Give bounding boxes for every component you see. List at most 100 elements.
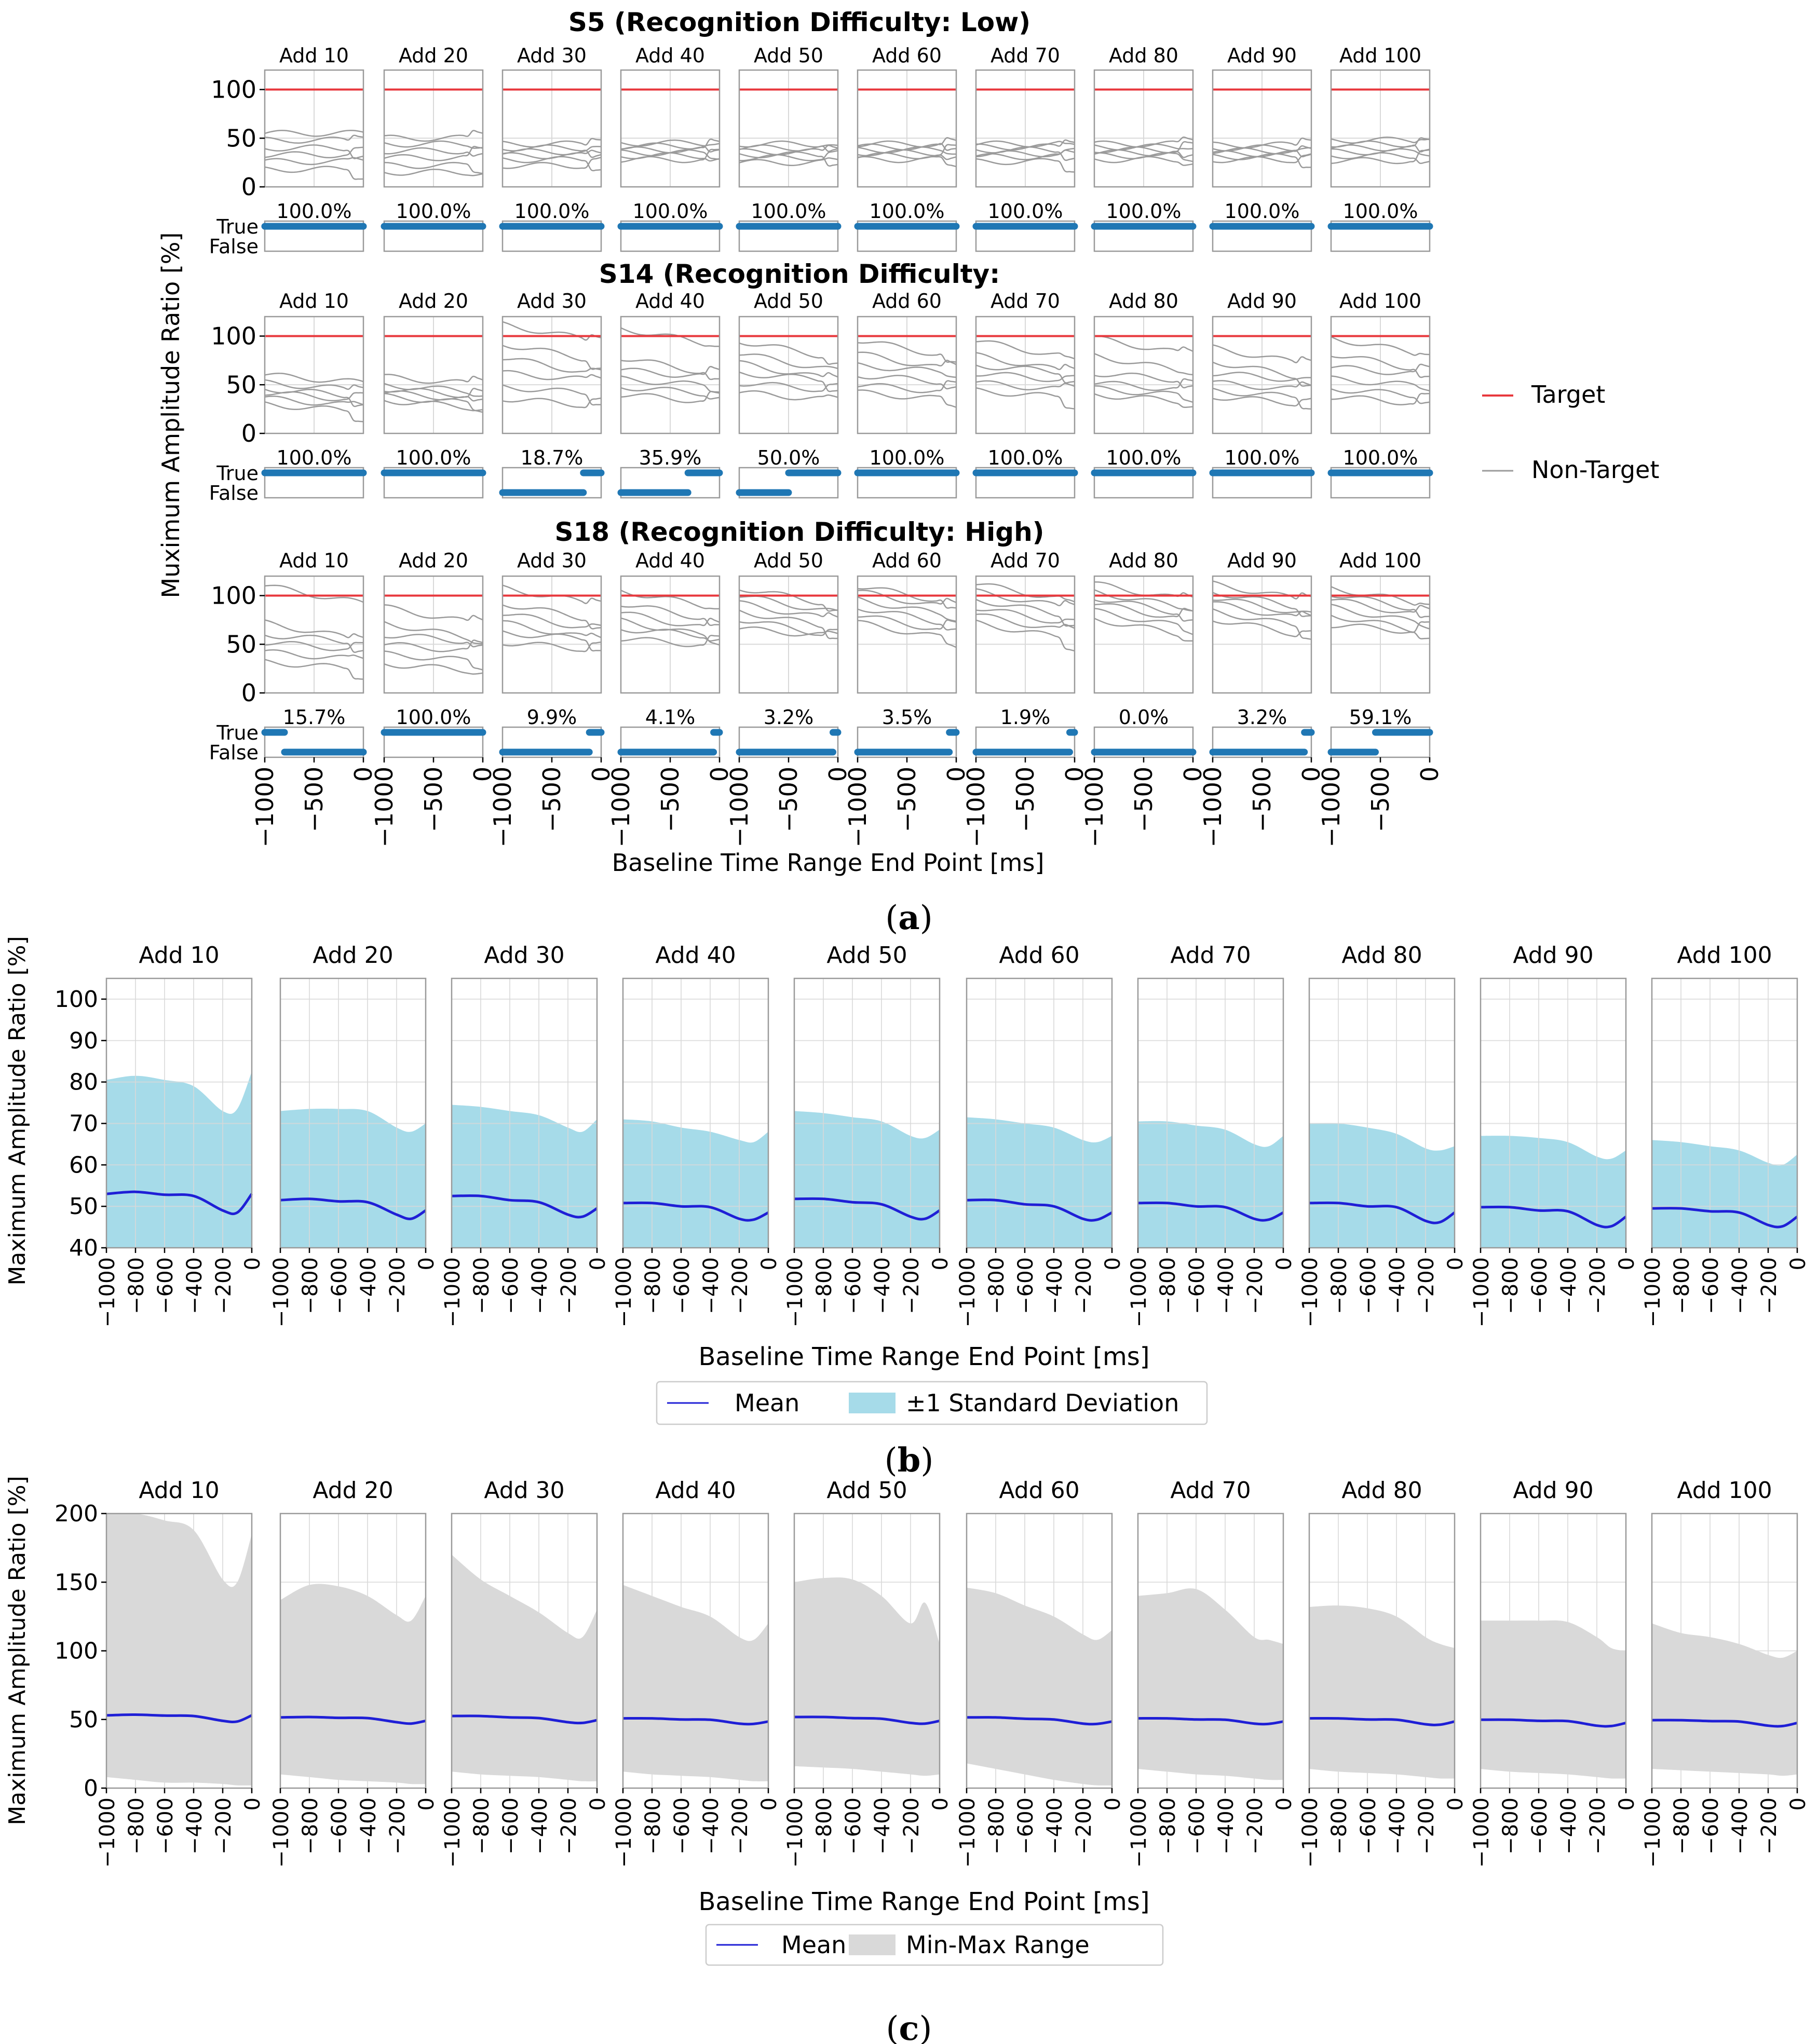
subplot-title: Add 90 xyxy=(1227,44,1297,67)
x-tick-label: −400 xyxy=(528,1797,552,1855)
nontarget-line xyxy=(975,380,1075,391)
subplot-frame xyxy=(1137,1512,1284,1789)
x-tick-label: −1000 xyxy=(607,767,635,848)
nontarget-line xyxy=(264,659,364,680)
x-tick-label: −600 xyxy=(1356,1797,1380,1855)
x-tick-label: −600 xyxy=(1528,1797,1552,1855)
bool-frame xyxy=(738,220,839,252)
x-tick-label: 0 xyxy=(587,767,615,782)
subplot-frame xyxy=(1212,316,1312,434)
y-tick-label: 50 xyxy=(69,1193,98,1220)
bool-frame xyxy=(383,467,484,499)
nontarget-line xyxy=(264,401,364,423)
nontarget-line xyxy=(739,589,838,612)
nontarget-line xyxy=(857,380,957,393)
x-tick-label: 0 xyxy=(241,1257,265,1270)
subplot-title: Add 70 xyxy=(991,290,1060,312)
legend-band-label: Min-Max Range xyxy=(906,1931,1090,1959)
x-tick-label: −1000 xyxy=(962,767,990,848)
x-tick-label: −500 xyxy=(1366,767,1394,832)
x-tick-label: −200 xyxy=(1072,1797,1096,1855)
nontarget-line xyxy=(739,600,838,618)
x-tick-label: −1000 xyxy=(1127,1797,1151,1868)
nontarget-line xyxy=(502,630,602,652)
subplot-frame xyxy=(451,1512,598,1789)
subplot-title: Add 90 xyxy=(1513,1477,1593,1504)
x-tick-label: −800 xyxy=(1499,1257,1523,1314)
nontarget-line xyxy=(264,391,364,402)
subplot-frame xyxy=(966,1512,1113,1789)
x-tick-label: −1000 xyxy=(1298,1797,1322,1868)
nontarget-line xyxy=(1331,152,1430,165)
y-tick-label: 0 xyxy=(84,1775,98,1802)
x-tick-label: −600 xyxy=(1014,1797,1038,1855)
x-tick-label: −600 xyxy=(154,1257,178,1314)
x-tick-label: −400 xyxy=(357,1257,381,1314)
x-tick-label: −600 xyxy=(499,1257,523,1314)
x-tick-label: 0 xyxy=(1272,1797,1296,1810)
subplot-frame xyxy=(1308,1512,1456,1789)
panel-letter-a-wrap: (a) xyxy=(885,898,932,937)
nontarget-line xyxy=(857,596,957,622)
row-title-0: S5 (Recognition Difficulty: Low) xyxy=(568,7,1030,37)
subplot-title: Add 50 xyxy=(754,549,823,572)
y-tick-label: 70 xyxy=(69,1110,98,1137)
accuracy-label: 4.1% xyxy=(645,706,696,729)
nontarget-line xyxy=(1094,141,1193,157)
x-tick-label: 0 xyxy=(1444,1797,1468,1810)
subplot-title: Add 60 xyxy=(872,549,942,572)
y-tick-label: 150 xyxy=(55,1569,98,1596)
subplot-frame xyxy=(738,575,839,694)
bool-frame xyxy=(264,467,364,499)
nontarget-line xyxy=(975,619,1075,652)
x-tick-label: −800 xyxy=(470,1257,494,1314)
nontarget-line xyxy=(264,157,364,166)
x-tick-label: −500 xyxy=(656,767,684,832)
y-tick-label: 50 xyxy=(226,371,256,399)
x-tick-label: −600 xyxy=(842,1257,865,1314)
nontarget-line xyxy=(502,157,602,169)
subplot-title: Add 20 xyxy=(399,549,468,572)
x-tick-label: −500 xyxy=(1130,767,1158,832)
mean-line xyxy=(280,1197,427,1220)
y-tick-label: 40 xyxy=(69,1235,98,1261)
subplot-title: Add 90 xyxy=(1227,290,1297,312)
mean-line xyxy=(622,1716,769,1726)
band-area xyxy=(794,1111,940,1248)
bool-frame xyxy=(1093,220,1194,252)
x-tick-label: 0 xyxy=(415,1257,439,1270)
accuracy-label: 3.5% xyxy=(882,706,932,729)
bool-frame xyxy=(738,467,839,499)
nontarget-line xyxy=(1331,595,1430,618)
nontarget-line xyxy=(1094,385,1193,403)
subplot-title: Add 80 xyxy=(1109,549,1178,572)
nontarget-line xyxy=(1212,601,1312,617)
x-tick-label: −1000 xyxy=(1080,767,1108,848)
nontarget-line xyxy=(857,389,957,408)
x-tick-label: −600 xyxy=(1699,1257,1723,1314)
band-area xyxy=(623,1119,768,1248)
mean-line xyxy=(280,1715,426,1725)
nontarget-line xyxy=(739,144,838,156)
nontarget-line xyxy=(384,130,483,142)
nontarget-line xyxy=(502,370,602,380)
nontarget-line xyxy=(1094,603,1193,618)
accuracy-label: 100.0% xyxy=(988,446,1063,469)
subplot-frame xyxy=(383,69,484,188)
nontarget-line xyxy=(264,166,364,180)
x-tick-label: −1000 xyxy=(96,1797,119,1868)
x-tick-label: 0 xyxy=(1061,767,1089,782)
subplot-frame xyxy=(1308,977,1456,1249)
subplot-title: Add 30 xyxy=(517,44,587,67)
x-tick-label: −400 xyxy=(1386,1257,1409,1314)
nontarget-line xyxy=(975,158,1075,173)
subplot-frame xyxy=(1212,69,1312,188)
accuracy-label: 0.0% xyxy=(1119,706,1169,729)
x-tick-label: −600 xyxy=(499,1797,523,1855)
legend-band-swatch xyxy=(849,1934,896,1955)
x-tick-label: −500 xyxy=(893,767,921,832)
nontarget-line xyxy=(384,161,483,174)
accuracy-label: 100.0% xyxy=(751,200,826,223)
subplot-title: Add 40 xyxy=(655,1477,736,1504)
bool-tick-false: False xyxy=(209,482,259,505)
